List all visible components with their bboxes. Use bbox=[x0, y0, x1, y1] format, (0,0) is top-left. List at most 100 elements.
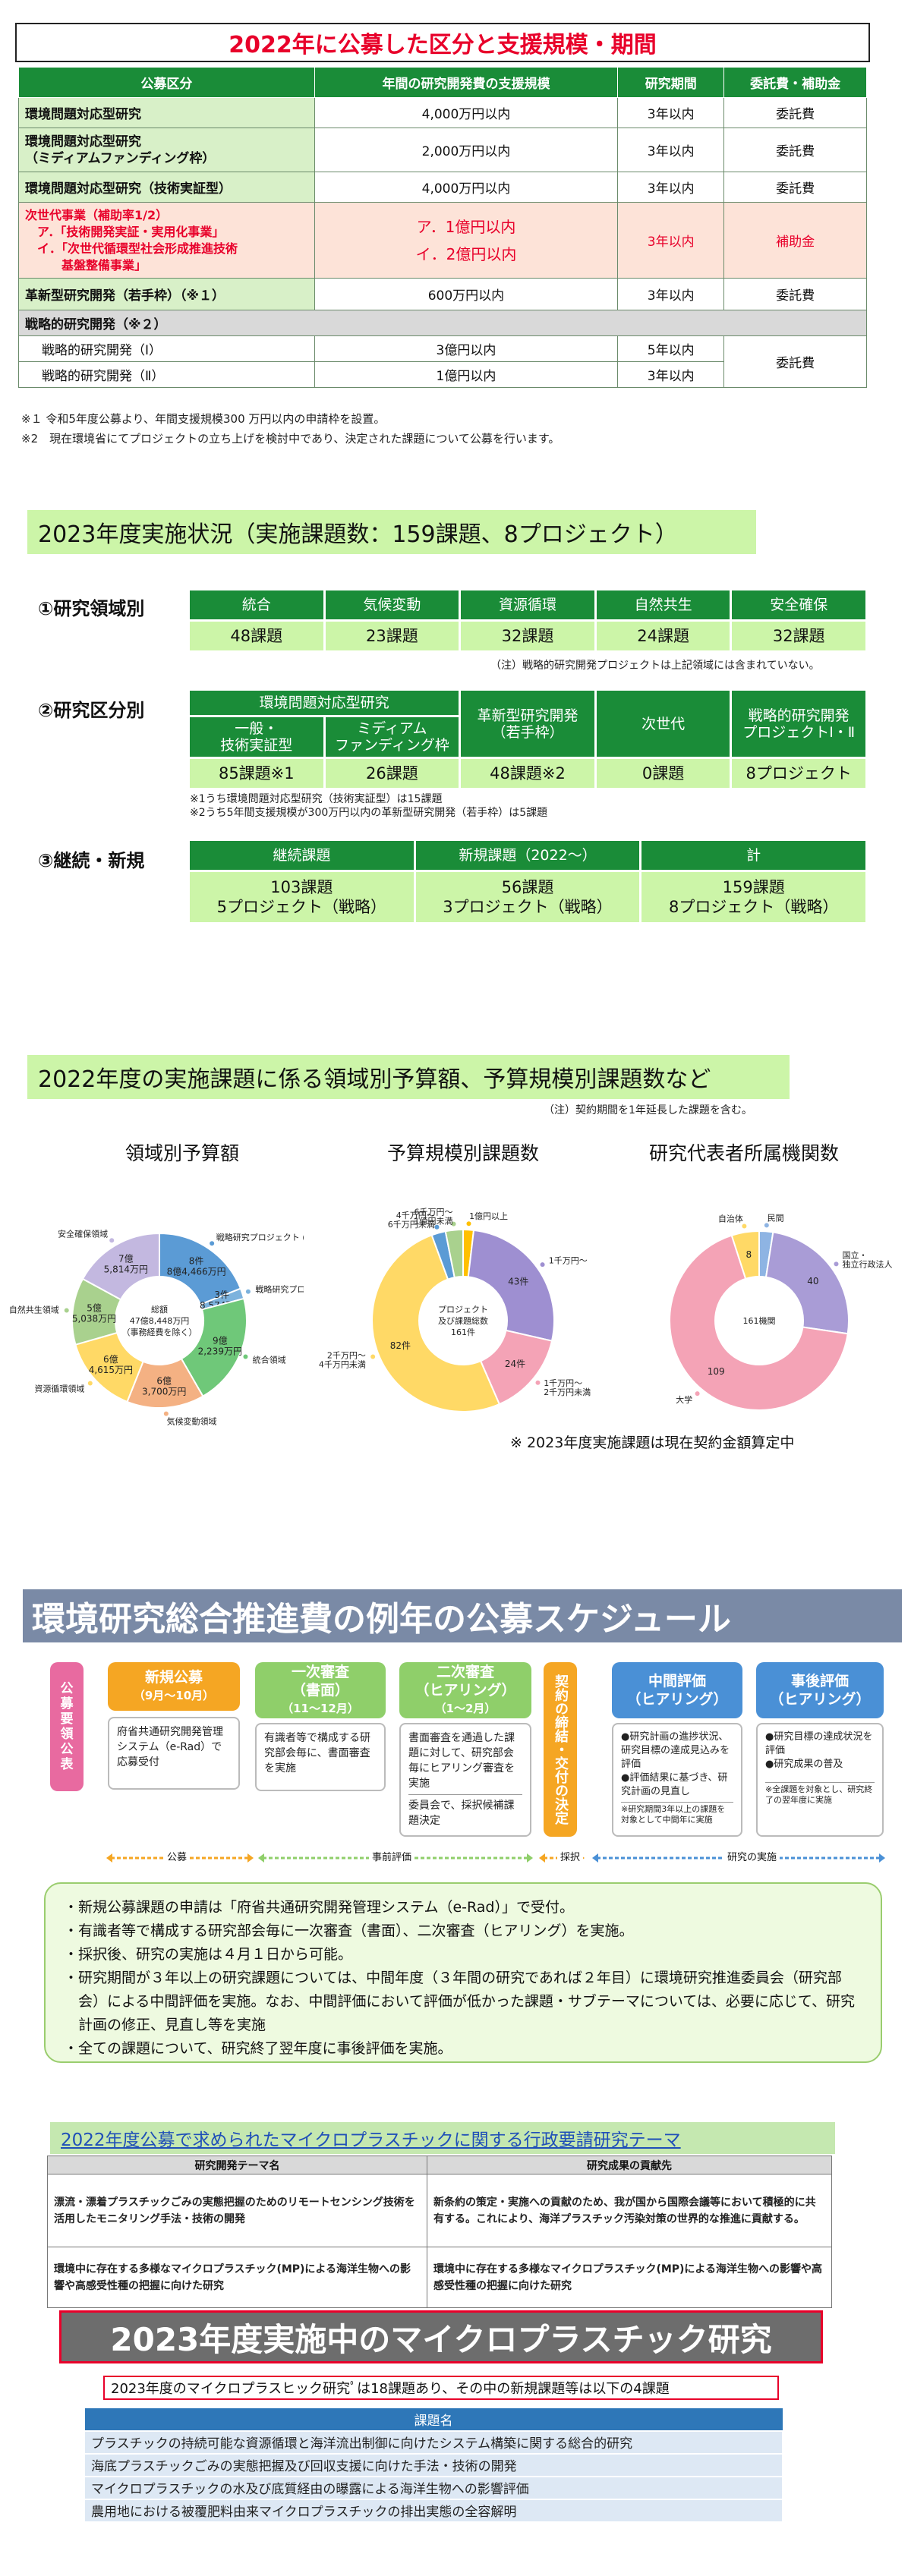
phase-label: 研究の実施 bbox=[724, 1849, 780, 1863]
table-row: 戦略的研究開発（※２） bbox=[18, 310, 867, 336]
note-2: ※2 現在環境省にてプロジェクトの立ち上げを検討中であり、決定された課題について… bbox=[21, 432, 560, 446]
budget-cell: 1億円以内 bbox=[314, 361, 619, 388]
policy-themes-table: 研究開発テーマ名 研究成果の貢献先 漂流・漂着プラスチックごみの実態把握のための… bbox=[47, 2156, 832, 2308]
slice-value-label: 40 bbox=[807, 1276, 818, 1286]
legend-dot bbox=[535, 1380, 541, 1385]
legend-dot bbox=[834, 1261, 839, 1267]
slice-value-label: 9億 2,239万円 bbox=[198, 1335, 242, 1356]
step-title: 二次審査 （ヒアリング） bbox=[415, 1664, 516, 1699]
domain-header: 統合 bbox=[190, 590, 323, 619]
step-body: ●研究計画の進捗状況、研究目標の達成見込みを評価 ●評価結果に基づき、研究計画の… bbox=[612, 1723, 742, 1837]
legend-dot bbox=[245, 1289, 251, 1294]
col-header: 研究開発テーマ名 bbox=[47, 2156, 427, 2174]
legend-label: 戦略研究プロジェクト (II) bbox=[255, 1284, 304, 1295]
group-header: 環境問題対応型研究 bbox=[190, 691, 459, 715]
table-row: 環境中に存在する多様なマイクロプラスチック(MP)による海洋生物への影響や高感受… bbox=[47, 2247, 832, 2308]
schedule-banner: 環境研究総合推進費の例年の公募スケジュール bbox=[23, 1589, 902, 1642]
projects-by-budget-chart: 1億円以上 43件 1千万円～ 24件 1千万円～ 2千万円未満 82件 2千万円～ 4千万円未… bbox=[319, 1208, 591, 1412]
section3-note-bottom: ※ 2023年度実施課題は現在契約金額算定中 bbox=[510, 1434, 795, 1451]
domain-header: 気候変動 bbox=[325, 590, 459, 619]
legend-label: 安全確保領域 bbox=[58, 1229, 108, 1239]
table-row: 環境問題対応型研究 4,000万円以内 3年以内 委託費 bbox=[18, 97, 867, 128]
legend-label: 4千万円～ 6千万円未満 bbox=[388, 1211, 435, 1230]
schedule-notes: ・新規公募課題の申請は「府省共通研究開発管理システム（e-Rad）」で受付。 ・… bbox=[44, 1882, 882, 2063]
legend-dot bbox=[163, 1411, 169, 1416]
theme-cell: 漂流・漂着プラスチックごみの実態把握のためのリモートセンシング技術を活用したモニ… bbox=[47, 2174, 427, 2247]
section1-title: 2022年に公募した区分と支援規模・期間 bbox=[15, 23, 870, 62]
table-row: 戦略的研究開発（Ⅱ） 1億円以内 3年以内 bbox=[18, 361, 867, 388]
section3-note-top: （注）契約期間を1年延長した課題を含む。 bbox=[544, 1104, 752, 1116]
sub-header: 一般・ 技術実証型 bbox=[190, 717, 323, 757]
center-label: プロジェクト及び課題総数 161件 bbox=[438, 1305, 488, 1337]
side-label: 公 募 要 領 公 表 bbox=[50, 1662, 84, 1791]
step-sub: （11～12月） bbox=[282, 1702, 359, 1715]
category-cell: 環境問題対応型研究（技術実証型） bbox=[18, 172, 315, 203]
legend-label: 自治体 bbox=[718, 1214, 743, 1224]
microplastics-table: 課題名 プラスチックの持続可能な資源循環と海洋流出制御に向けたシステム構築に関す… bbox=[84, 2408, 783, 2523]
period-cell: 3年以内 bbox=[617, 278, 725, 310]
legend-dot bbox=[466, 1221, 471, 1227]
domain-value: 24課題 bbox=[596, 622, 730, 650]
continuation-header: 計 bbox=[641, 841, 865, 870]
category-cell: 革新型研究開発（若手枠）（※１） bbox=[18, 278, 315, 310]
contract-step: 契約の締結・交付の決定 bbox=[544, 1662, 577, 1837]
row1-label: ①研究領域別 bbox=[38, 598, 145, 619]
table-row: プラスチックの持続可能な資源循環と海洋流出制御に向けたシステム構築に関する総合的… bbox=[84, 2430, 783, 2455]
category-header: 戦略的研究開発 プロジェクトⅠ・Ⅱ bbox=[732, 691, 865, 757]
category-value: 26課題 bbox=[325, 759, 459, 788]
slice-value-label: 6億 3,700万円 bbox=[142, 1375, 186, 1397]
category-value: 48課題※2 bbox=[461, 759, 594, 788]
legend-label: 統合領域 bbox=[253, 1354, 286, 1365]
step-body: 有識者等で構成する研究部会毎に、書面審査を実施 bbox=[255, 1723, 386, 1791]
pie-slice bbox=[764, 1231, 850, 1335]
bullet-item: ・新規公募課題の申請は「府省共通研究開発管理システム（e-Rad）」で受付。 bbox=[64, 1899, 574, 1916]
chart-title: 研究代表者所属機関数 bbox=[648, 1142, 839, 1164]
type-cell: 委託費 bbox=[723, 97, 867, 128]
legend-label: 戦略研究プロジェクト (I) bbox=[216, 1232, 304, 1242]
strategic-header: 戦略的研究開発（※２） bbox=[18, 310, 867, 336]
step-header: 事後評価 （ヒアリング） bbox=[756, 1662, 884, 1718]
legend-dot bbox=[764, 1223, 769, 1228]
step-body-text-2: ※研究期間3年以上の課題を対象として中間年に実施 bbox=[621, 1802, 733, 1825]
type-cell: 委託費 bbox=[723, 335, 867, 388]
category-value: 0課題 bbox=[596, 759, 730, 788]
category-cell: 次世代事業（補助率1/2） ア．「技術開発実証・実用化事業」 イ．「次世代循環型… bbox=[18, 202, 315, 279]
category-header: 革新型研究開発 （若手枠） bbox=[461, 691, 594, 757]
row1-note: （注）戦略的研究開発プロジェクトは上記領域には含まれていない。 bbox=[490, 660, 820, 672]
bullet-item: ・採択後、研究の実施は４月１日から可能。 bbox=[64, 1946, 353, 1963]
budget-cell: 3億円以内 bbox=[314, 335, 619, 362]
pie-slice bbox=[81, 1232, 160, 1301]
theme-cell: 環境中に存在する多様なマイクロプラスチック(MP)による海洋生物への影響や高感受… bbox=[47, 2247, 427, 2308]
pie-slice bbox=[444, 1228, 464, 1279]
slice-value-label: 43件 bbox=[508, 1277, 528, 1287]
step-header: 一次審査 （書面） （11～12月） bbox=[255, 1662, 386, 1718]
continuation-value: 103課題 5プロジェクト（戦略） bbox=[190, 872, 414, 922]
period-cell: 3年以内 bbox=[617, 128, 725, 172]
policy-themes-title[interactable]: 2022年度公募で求められたマイクロプラスチックに関する行政要請研究テーマ bbox=[50, 2122, 835, 2154]
step-title: 一次審査 （書面） bbox=[291, 1664, 349, 1699]
type-cell: 補助金 bbox=[723, 202, 867, 279]
period-cell: 3年以内 bbox=[617, 172, 725, 203]
row3-label: ③継続・新規 bbox=[38, 850, 145, 871]
legend-dot bbox=[742, 1223, 747, 1229]
domain-value: 23課題 bbox=[325, 622, 459, 650]
center-label: 161機関 bbox=[743, 1315, 776, 1326]
type-cell: 委託費 bbox=[723, 128, 867, 172]
category-value: 8プロジェクト bbox=[732, 759, 865, 788]
continuation-header: 継続課題 bbox=[190, 841, 414, 870]
step-title: 事後評価 （ヒアリング） bbox=[769, 1673, 871, 1708]
pie-slice bbox=[371, 1234, 501, 1412]
table-row: 環境問題対応型研究 （ミディアムファンディング枠） 2,000万円以内 3年以内… bbox=[18, 128, 867, 172]
step-body: 書面審査を通過した課題に対して、研究部会毎にヒアリング審査を実施 委員会で、採択… bbox=[399, 1723, 531, 1837]
institutions-chart: 民間 40 国立・独立行政法人 109 大学 8 自治体 161機関 bbox=[669, 1213, 893, 1411]
legend-label: 自然共生領域 bbox=[9, 1304, 59, 1315]
table-row: 環境問題対応型研究（技術実証型） 4,000万円以内 3年以内 委託費 bbox=[18, 172, 867, 203]
col-header: 公募区分 bbox=[18, 67, 315, 98]
legend-dot bbox=[87, 1381, 93, 1386]
slice-value-label: 24件 bbox=[505, 1359, 525, 1369]
category-cell: 環境問題対応型研究 （ミディアムファンディング枠） bbox=[18, 128, 315, 172]
slice-value-label: 7億 5,814万円 bbox=[104, 1254, 148, 1275]
microplastics-title: 2023年度実施中のマイクロプラスチック研究 bbox=[59, 2310, 823, 2363]
continuation-header: 新規課題（2022～） bbox=[415, 841, 640, 870]
